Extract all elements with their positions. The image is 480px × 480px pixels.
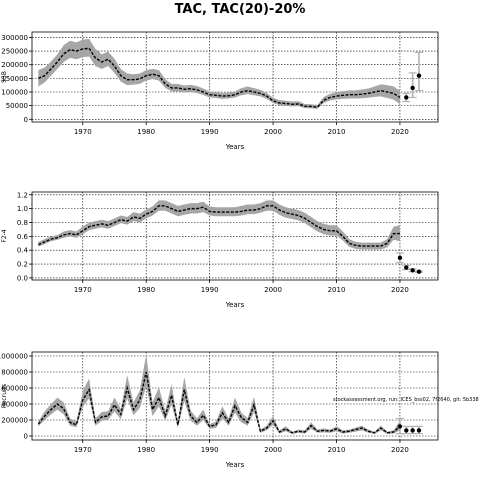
x-tick-label: 2020 [391,446,409,454]
y-tick-label: 1.0 [17,205,28,213]
y-tick-label: 400000 [1,401,28,409]
forecast-point [404,428,409,433]
x-tick-label: 2010 [328,128,346,136]
y-tick-label: 200000 [1,417,28,425]
forecast-point [404,95,409,100]
y-axis-label: SSB [1,71,8,83]
x-tick-label: 2010 [328,446,346,454]
axes-frame [31,31,439,123]
x-tick-label: 1980 [137,286,155,294]
forecast-point [397,255,403,261]
chart-panel-2: 1970 1980 1990 2000 2010 2020 0.0 0.2 0.4 0.6 0.8 1… [1,191,439,309]
x-tick-label: 1970 [74,446,92,454]
forecast-point [416,428,422,433]
chart-panel-1: 1970 1980 1990 2000 2010 2020 0 50000 100000 1500… [1,31,439,151]
y-tick-label: 0 [24,116,28,124]
chart-title: TAC, TAC(20)-20% [175,2,306,17]
x-tick-label: 1980 [137,446,155,454]
x-axis-label: Years [225,143,245,151]
forecast-point [397,424,403,429]
y-tick-label: 250000 [1,48,28,56]
forecast-point [410,428,415,433]
y-tick-label: 0 [24,433,28,441]
x-axis-label: Years [225,461,245,469]
confidence-band [38,354,400,434]
x-tick-label: 1990 [201,446,219,454]
x-tick-label: 2010 [328,286,346,294]
y-tick-label: 0.6 [17,233,29,241]
x-tick-label: 2020 [391,128,409,136]
y-tick-label: 0.2 [17,261,28,269]
forecast-point [410,85,415,91]
y-tick-label: 50000 [6,102,28,110]
forecast-point [416,269,422,274]
estimate-line [37,371,401,434]
y-tick-label: 1.2 [17,191,28,199]
y-tick-label: 800000 [1,369,28,377]
x-tick-label: 2000 [264,446,282,454]
x-tick-label: 1970 [74,286,92,294]
chart-panel-3: 1970 1980 1990 2000 2010 2020 0 200000 400000 600… [0,351,439,469]
y-tick-label: 150000 [1,75,28,83]
axes-frame [31,191,439,281]
forecast-point [410,268,415,273]
x-tick-label: 1990 [201,286,219,294]
x-tick-label: 1980 [137,128,155,136]
y-axis-label: F2-4 [1,229,8,242]
y-tick-label: 200000 [1,61,28,69]
x-tick-label: 2000 [264,128,282,136]
y-tick-label: 100000 [1,89,28,97]
forecast-point [416,73,422,78]
footnote: stockassessment.org, run: ICES_bss02, 7f… [333,397,479,403]
forecast-point [404,265,409,270]
y-tick-label: 300000 [1,34,28,42]
chart-panels: 1970 1980 1990 2000 2010 2020 0 50000 100000 1500… [0,31,439,469]
y-tick-label: 600000 [1,385,28,393]
y-tick-label: 0.4 [17,247,29,255]
estimate-line [38,205,400,247]
x-tick-label: 1970 [74,128,92,136]
x-tick-label: 2020 [391,286,409,294]
confidence-band [38,200,400,250]
axes-frame [31,351,439,441]
x-axis-label: Years [225,301,245,309]
y-axis-label: Recruits [1,384,8,408]
estimate-line [38,47,401,108]
x-tick-label: 1990 [201,128,219,136]
y-tick-label: 0.0 [17,274,28,282]
y-tick-label: 1000000 [0,353,28,361]
x-tick-label: 2000 [264,286,282,294]
y-tick-label: 0.8 [17,219,28,227]
confidence-band [38,38,400,109]
